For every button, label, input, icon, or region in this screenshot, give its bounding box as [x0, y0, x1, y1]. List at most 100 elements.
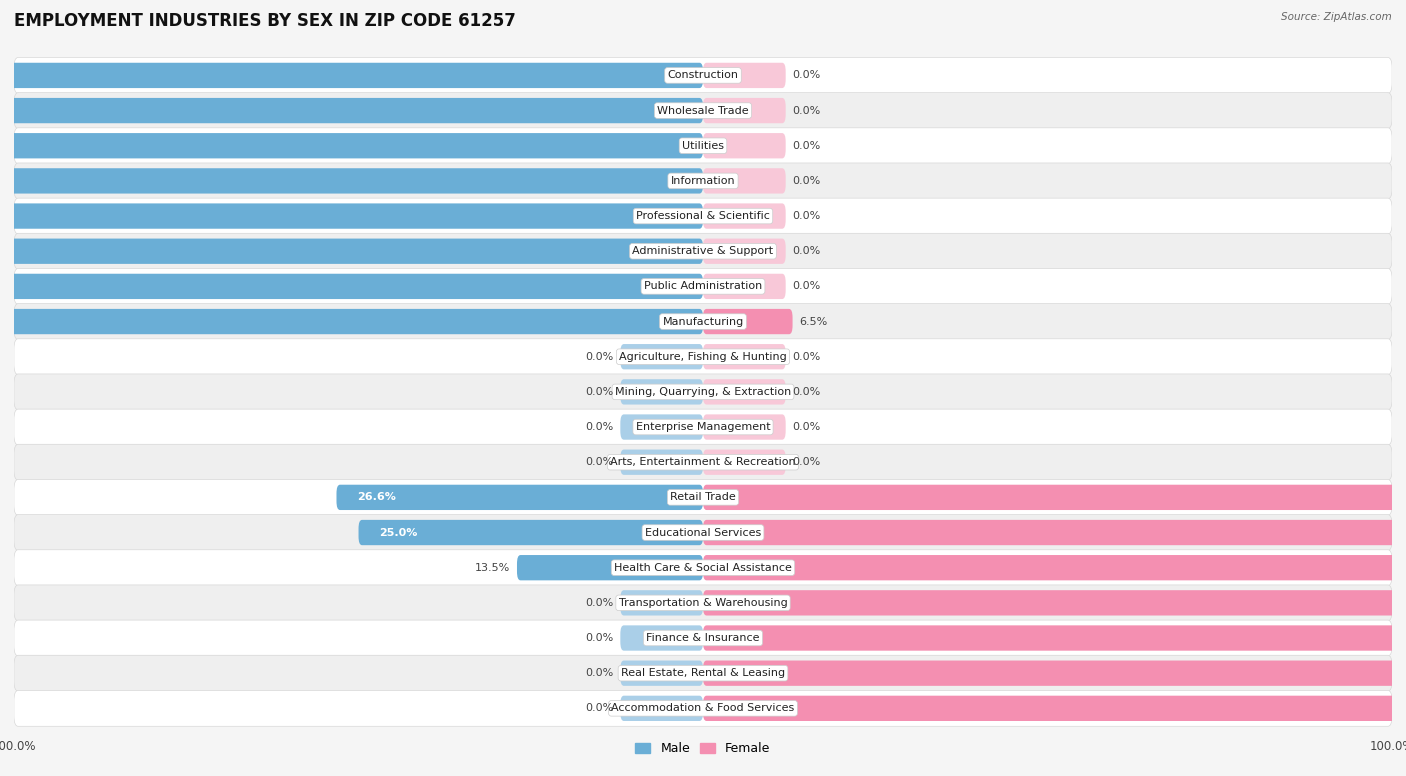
Text: Mining, Quarrying, & Extraction: Mining, Quarrying, & Extraction [614, 387, 792, 397]
FancyBboxPatch shape [14, 655, 1392, 691]
FancyBboxPatch shape [0, 238, 703, 264]
FancyBboxPatch shape [620, 449, 703, 475]
FancyBboxPatch shape [703, 625, 1406, 650]
FancyBboxPatch shape [620, 414, 703, 440]
FancyBboxPatch shape [14, 303, 1392, 339]
Text: Health Care & Social Assistance: Health Care & Social Assistance [614, 563, 792, 573]
FancyBboxPatch shape [0, 63, 703, 88]
FancyBboxPatch shape [703, 591, 1406, 615]
Text: Real Estate, Rental & Leasing: Real Estate, Rental & Leasing [621, 668, 785, 678]
FancyBboxPatch shape [14, 585, 1392, 621]
FancyBboxPatch shape [14, 691, 1392, 726]
Text: 0.0%: 0.0% [793, 457, 821, 467]
Text: 0.0%: 0.0% [585, 387, 613, 397]
Text: Wholesale Trade: Wholesale Trade [657, 106, 749, 116]
FancyBboxPatch shape [0, 168, 703, 193]
FancyBboxPatch shape [703, 485, 1406, 510]
FancyBboxPatch shape [359, 520, 703, 546]
FancyBboxPatch shape [0, 98, 703, 123]
Text: 0.0%: 0.0% [793, 422, 821, 432]
Text: Information: Information [671, 176, 735, 186]
FancyBboxPatch shape [703, 238, 786, 264]
Text: 0.0%: 0.0% [793, 176, 821, 186]
FancyBboxPatch shape [14, 445, 1392, 480]
FancyBboxPatch shape [620, 344, 703, 369]
FancyBboxPatch shape [14, 198, 1392, 234]
Text: Construction: Construction [668, 71, 738, 81]
FancyBboxPatch shape [703, 344, 786, 369]
FancyBboxPatch shape [703, 520, 1406, 546]
Text: 0.0%: 0.0% [793, 282, 821, 292]
Text: Source: ZipAtlas.com: Source: ZipAtlas.com [1281, 12, 1392, 22]
FancyBboxPatch shape [703, 168, 786, 193]
FancyBboxPatch shape [703, 660, 1406, 686]
FancyBboxPatch shape [703, 414, 786, 440]
FancyBboxPatch shape [14, 92, 1392, 129]
Text: 0.0%: 0.0% [793, 140, 821, 151]
FancyBboxPatch shape [703, 63, 786, 88]
Text: 0.0%: 0.0% [793, 211, 821, 221]
FancyBboxPatch shape [336, 485, 703, 510]
Text: Administrative & Support: Administrative & Support [633, 246, 773, 256]
FancyBboxPatch shape [620, 696, 703, 721]
Text: EMPLOYMENT INDUSTRIES BY SEX IN ZIP CODE 61257: EMPLOYMENT INDUSTRIES BY SEX IN ZIP CODE… [14, 12, 516, 29]
FancyBboxPatch shape [14, 268, 1392, 304]
Text: Agriculture, Fishing & Hunting: Agriculture, Fishing & Hunting [619, 352, 787, 362]
Legend: Male, Female: Male, Female [630, 737, 776, 760]
Text: 0.0%: 0.0% [585, 598, 613, 608]
Text: Retail Trade: Retail Trade [671, 492, 735, 502]
FancyBboxPatch shape [0, 203, 703, 229]
Text: Arts, Entertainment & Recreation: Arts, Entertainment & Recreation [610, 457, 796, 467]
Text: 0.0%: 0.0% [585, 703, 613, 713]
Text: 6.5%: 6.5% [800, 317, 828, 327]
Text: 0.0%: 0.0% [793, 352, 821, 362]
FancyBboxPatch shape [14, 480, 1392, 515]
FancyBboxPatch shape [703, 133, 786, 158]
Text: Accommodation & Food Services: Accommodation & Food Services [612, 703, 794, 713]
Text: 25.0%: 25.0% [380, 528, 418, 538]
FancyBboxPatch shape [703, 98, 786, 123]
FancyBboxPatch shape [620, 660, 703, 686]
FancyBboxPatch shape [620, 591, 703, 615]
Text: 26.6%: 26.6% [357, 492, 396, 502]
Text: Public Administration: Public Administration [644, 282, 762, 292]
FancyBboxPatch shape [14, 409, 1392, 445]
FancyBboxPatch shape [14, 549, 1392, 586]
FancyBboxPatch shape [620, 625, 703, 650]
FancyBboxPatch shape [14, 163, 1392, 199]
FancyBboxPatch shape [14, 57, 1392, 93]
Text: Enterprise Management: Enterprise Management [636, 422, 770, 432]
FancyBboxPatch shape [703, 696, 1406, 721]
FancyBboxPatch shape [14, 514, 1392, 550]
FancyBboxPatch shape [703, 555, 1406, 580]
Text: Transportation & Warehousing: Transportation & Warehousing [619, 598, 787, 608]
Text: 0.0%: 0.0% [585, 633, 613, 643]
Text: 0.0%: 0.0% [793, 246, 821, 256]
FancyBboxPatch shape [14, 374, 1392, 410]
Text: 0.0%: 0.0% [585, 457, 613, 467]
Text: Finance & Insurance: Finance & Insurance [647, 633, 759, 643]
FancyBboxPatch shape [14, 128, 1392, 164]
FancyBboxPatch shape [620, 379, 703, 404]
FancyBboxPatch shape [703, 203, 786, 229]
FancyBboxPatch shape [703, 309, 793, 334]
FancyBboxPatch shape [703, 274, 786, 299]
FancyBboxPatch shape [517, 555, 703, 580]
FancyBboxPatch shape [0, 309, 703, 334]
FancyBboxPatch shape [703, 449, 786, 475]
FancyBboxPatch shape [14, 339, 1392, 375]
Text: 0.0%: 0.0% [793, 387, 821, 397]
FancyBboxPatch shape [14, 234, 1392, 269]
Text: 13.5%: 13.5% [475, 563, 510, 573]
Text: 0.0%: 0.0% [793, 71, 821, 81]
Text: Manufacturing: Manufacturing [662, 317, 744, 327]
FancyBboxPatch shape [0, 133, 703, 158]
FancyBboxPatch shape [14, 620, 1392, 656]
Text: 0.0%: 0.0% [585, 352, 613, 362]
Text: Utilities: Utilities [682, 140, 724, 151]
Text: 0.0%: 0.0% [585, 422, 613, 432]
Text: Professional & Scientific: Professional & Scientific [636, 211, 770, 221]
Text: 0.0%: 0.0% [793, 106, 821, 116]
Text: Educational Services: Educational Services [645, 528, 761, 538]
Text: 0.0%: 0.0% [585, 668, 613, 678]
